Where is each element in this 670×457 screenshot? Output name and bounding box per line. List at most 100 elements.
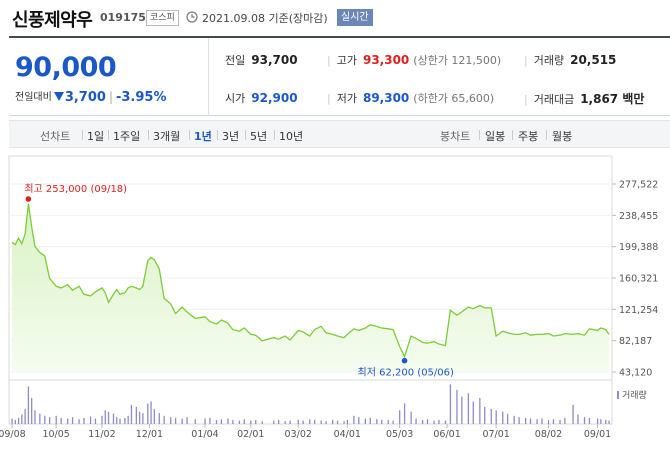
quote-summary: 90,000 전일대비 3,700 | -3.95% 전일 93,700 | 고가 93,3…: [9, 36, 670, 116]
stat-value: 20,515: [570, 53, 617, 67]
volume-bar: [552, 419, 555, 424]
x-tick-label: 11/02: [88, 429, 115, 440]
volume-bar: [124, 417, 126, 424]
price-chart-svg: 277,522 238,455 199,388 160,321 121,254 82,18…: [0, 155, 658, 440]
volume-bar: [153, 408, 155, 424]
volume-bar: [559, 419, 561, 424]
stat-volume: | 거래량 20,515: [524, 53, 617, 67]
y-tick-label: 160,321: [619, 274, 658, 285]
volume-bar: [21, 414, 23, 424]
volume-bar: [17, 417, 20, 424]
x-tick-label: 01/04: [191, 429, 218, 440]
volume-bar: [142, 413, 144, 424]
volume-bar: [343, 421, 345, 424]
tab-5year[interactable]: 5년: [250, 130, 268, 143]
y-tick-label: 199,388: [619, 242, 658, 253]
volume-bar: [302, 420, 304, 424]
volume-bar: [577, 414, 579, 424]
x-tick-label: 02/01: [237, 429, 264, 440]
volume-bar: [583, 417, 586, 424]
volume-bar: [204, 418, 206, 424]
stat-label: 고가: [336, 54, 357, 67]
volume-bar: [116, 417, 118, 424]
volume-bar: [215, 419, 218, 424]
volume-bar: [426, 419, 429, 424]
volume-bar: [297, 419, 299, 424]
y-tick-label: 43,120: [619, 368, 652, 379]
stat-high: | 고가 93,300 (상한가 121,500): [327, 53, 502, 67]
volume-bar: [421, 419, 424, 424]
low-marker: [401, 357, 408, 364]
y-tick-label: 82,187: [619, 336, 652, 347]
volume-bar: [461, 396, 463, 424]
volume-bar: [67, 418, 69, 424]
volume-bar: [83, 417, 85, 424]
volume-bar: [49, 417, 51, 424]
stat-value: 89,300: [362, 91, 410, 105]
x-tick-label: 07/01: [482, 429, 509, 440]
candle-chart-label: 봉차트: [440, 130, 471, 143]
volume-bar: [346, 419, 349, 424]
volume-bar: [24, 408, 26, 424]
volume-bar: [112, 413, 115, 424]
stat-sub: (하한가 65,600): [413, 92, 495, 105]
volume-bar: [410, 411, 412, 424]
volume-bar: [433, 420, 435, 424]
volume-bar: [376, 419, 378, 424]
tab-1day[interactable]: 1일: [87, 130, 105, 143]
volume-bar: [467, 393, 470, 424]
volume-bar: [220, 419, 223, 424]
volume-bar: [336, 420, 339, 424]
volume-bar: [60, 417, 62, 424]
market-badge: 코스피: [146, 10, 179, 26]
tab-3month[interactable]: 3개월: [153, 130, 181, 143]
volume-bar: [605, 419, 607, 424]
realtime-button[interactable]: 실시간: [337, 9, 373, 26]
stat-sub: (상한가 121,500): [413, 54, 502, 67]
volume-bar: [364, 418, 366, 424]
volume-bar: [547, 419, 550, 424]
volume-bar: [243, 419, 245, 424]
tab-monthly-candle[interactable]: 월봉: [552, 130, 573, 143]
price-line: [11, 203, 610, 359]
x-tick-label: 08/02: [535, 429, 562, 440]
x-tick-label: 09/08: [0, 429, 26, 440]
tab-1year[interactable]: 1년: [194, 130, 212, 143]
volume-bar: [472, 401, 474, 424]
volume-bar: [11, 418, 13, 424]
volume-bar: [44, 415, 46, 424]
volume-bar: [353, 415, 355, 424]
volume-bar: [399, 410, 401, 424]
stat-low: | 저가 89,300 (하한가 65,600): [327, 91, 495, 105]
volume-bar: [150, 401, 152, 424]
volume-bar: [89, 416, 92, 424]
line-chart-label: 선차트: [40, 130, 71, 143]
quote-divider: [208, 38, 209, 116]
tab-3year[interactable]: 3년: [222, 130, 240, 143]
tab-1week[interactable]: 1주일: [113, 130, 141, 143]
y-tick-label: 238,455: [619, 211, 658, 222]
volume-bar: [78, 419, 80, 424]
volume-bar: [506, 413, 509, 424]
stat-label: 전일: [225, 54, 246, 67]
volume-bar: [309, 419, 311, 424]
x-tick-label: 09/01: [584, 429, 611, 440]
volume-bar: [325, 421, 327, 424]
tab-daily-candle[interactable]: 일봉: [485, 130, 506, 143]
stat-label: 거래대금: [533, 93, 575, 106]
price-change: 전일대비 3,700 | -3.95%: [15, 88, 166, 105]
price-chart[interactable]: 277,522 238,455 199,388 160,321 121,254 82,18…: [0, 150, 670, 457]
volume-bar: [127, 415, 129, 424]
stat-value: 92,900: [251, 91, 298, 105]
volume-bar: [278, 419, 280, 424]
volume-bar: [232, 419, 234, 424]
high-marker: [25, 196, 32, 202]
stat-value: 93,300: [362, 53, 410, 67]
volume-bar: [284, 421, 286, 424]
stat-label: 시가: [225, 92, 246, 105]
tab-10year[interactable]: 10년: [279, 130, 304, 143]
tab-weekly-candle[interactable]: 주봉: [518, 130, 539, 143]
change-rate: -3.95%: [115, 90, 167, 105]
volume-bar: [495, 410, 497, 424]
volume-bar: [600, 419, 602, 424]
